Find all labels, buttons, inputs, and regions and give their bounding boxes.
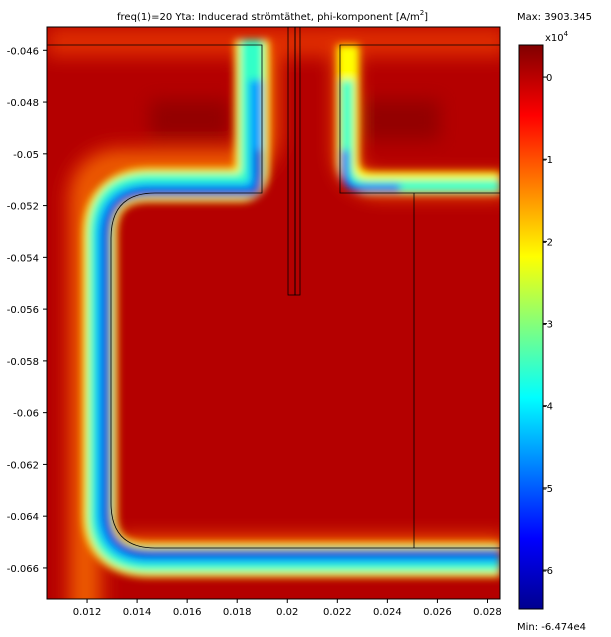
x-tick-label: 0.018 <box>223 607 252 618</box>
colorbar-tick-label: -3 <box>543 320 553 331</box>
chart-title: freq(1)=20 Yta: Inducerad strömtäthet, p… <box>117 9 428 23</box>
x-tick-label: 0.02 <box>276 607 298 618</box>
x-tick-label: 0.016 <box>173 607 202 618</box>
plot-area <box>47 27 500 599</box>
y-tick-label: -0.06 <box>13 409 39 420</box>
chart-title-text: freq(1)=20 Yta: Inducerad strömtäthet, p… <box>117 12 420 23</box>
plot-frame <box>46 26 501 600</box>
y-tick-label: -0.058 <box>7 357 39 368</box>
colorbar-tick-label: -2 <box>543 237 553 248</box>
y-tick-label: -0.062 <box>7 460 39 471</box>
x-tick-label: 0.012 <box>73 607 102 618</box>
colorbar-min-label: Min: -6.474e4 <box>517 622 586 633</box>
geometry-outline <box>47 27 500 599</box>
colorbar-max-label: Max: 3903.345 <box>517 12 592 23</box>
x-tick-label: 0.022 <box>323 607 352 618</box>
y-tick-label: -0.05 <box>13 150 39 161</box>
x-tick-label: 0.028 <box>473 607 502 618</box>
y-axis: -0.046 -0.048 -0.05 -0.052 -0.054 -0.056 -0.05… <box>7 46 47 575</box>
y-tick-label: -0.046 <box>7 46 39 57</box>
y-tick-label: -0.048 <box>7 98 39 109</box>
colorbar-multiplier: x104 <box>545 30 569 44</box>
colorbar-tick-label: -4 <box>543 402 553 413</box>
colorbar-multiplier-exponent: 4 <box>564 30 569 38</box>
x-axis: 0.012 0.014 0.016 0.018 0.02 0.022 0.024 0.026 0… <box>73 599 502 618</box>
chart-title-suffix: ] <box>424 12 428 23</box>
colorbar-multiplier-base: x10 <box>545 33 564 44</box>
colorbar-gradient-bar <box>518 44 544 610</box>
colorbar-tick-label: -5 <box>543 484 553 495</box>
y-tick-label: -0.056 <box>7 305 39 316</box>
chart-title-superscript: 2 <box>420 9 424 17</box>
colorbar-tick-label: -6 <box>543 566 553 577</box>
colorbar-ticks: 0 -1 -2 -3 -4 -5 -6 <box>543 73 553 577</box>
colorbar-tick-label: 0 <box>546 73 552 84</box>
y-tick-label: -0.064 <box>7 512 39 523</box>
colorbar: Max: 3903.345 x104 0 -1 -2 -3 -4 -5 -6 Min: -6… <box>517 12 592 633</box>
colorbar-tick-label: -1 <box>543 155 553 166</box>
x-tick-label: 0.026 <box>423 607 452 618</box>
y-tick-label: -0.054 <box>7 253 39 264</box>
current-band <box>83 40 500 577</box>
y-tick-label: -0.066 <box>7 564 39 575</box>
x-tick-label: 0.024 <box>373 607 402 618</box>
y-tick-label: -0.052 <box>7 202 39 213</box>
x-tick-label: 0.014 <box>123 607 152 618</box>
